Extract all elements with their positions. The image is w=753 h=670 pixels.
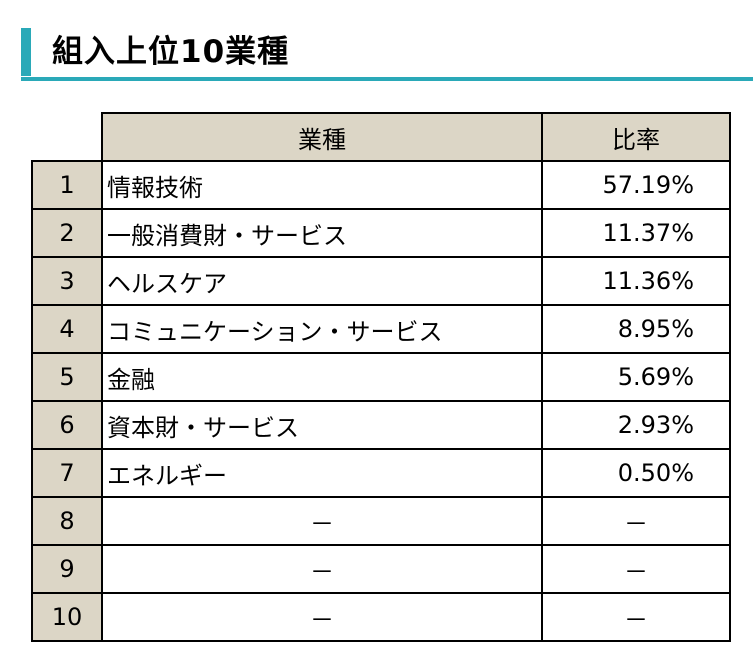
rank-cell: 5 xyxy=(31,352,103,402)
table-row: 9 － － xyxy=(31,544,731,594)
sector-cell: － xyxy=(101,592,543,642)
page-title: 組入上位10業種 xyxy=(52,34,290,70)
rank-cell: 10 xyxy=(31,592,103,642)
header-ratio: 比率 xyxy=(541,112,731,162)
ratio-cell: － xyxy=(541,544,731,594)
ratio-cell: 2.93% xyxy=(541,400,731,450)
table-row: 4 コミュニケーション・サービス 8.95% xyxy=(31,304,731,354)
header-corner xyxy=(32,113,102,161)
sector-cell: 一般消費財・サービス xyxy=(101,208,543,258)
table-header-row: 業種 比率 xyxy=(32,112,731,162)
table-row: 2 一般消費財・サービス 11.37% xyxy=(31,208,731,258)
ratio-cell: － xyxy=(541,496,731,546)
table-row: 8 － － xyxy=(31,496,731,546)
ratio-cell: 57.19% xyxy=(541,160,731,210)
ratio-cell: 8.95% xyxy=(541,304,731,354)
table-row: 5 金融 5.69% xyxy=(31,352,731,402)
sector-cell: 情報技術 xyxy=(101,160,543,210)
ratio-cell: 11.37% xyxy=(541,208,731,258)
table-row: 3 ヘルスケア 11.36% xyxy=(31,256,731,306)
ratio-cell: 0.50% xyxy=(541,448,731,498)
rank-cell: 8 xyxy=(31,496,103,546)
sector-cell: － xyxy=(101,544,543,594)
sector-cell: － xyxy=(101,496,543,546)
ratio-cell: － xyxy=(541,592,731,642)
title-underline xyxy=(21,77,753,81)
rank-cell: 2 xyxy=(31,208,103,258)
sector-cell: コミュニケーション・サービス xyxy=(101,304,543,354)
sector-table: 業種 比率 1 情報技術 57.19% 2 一般消費財・サービス 11.37% … xyxy=(31,112,731,642)
sector-cell: エネルギー xyxy=(101,448,543,498)
table-row: 7 エネルギー 0.50% xyxy=(31,448,731,498)
header-sector: 業種 xyxy=(101,112,543,162)
table-row: 10 － － xyxy=(31,592,731,642)
ratio-cell: 5.69% xyxy=(541,352,731,402)
table-row: 6 資本財・サービス 2.93% xyxy=(31,400,731,450)
rank-cell: 9 xyxy=(31,544,103,594)
title-accent-bar xyxy=(21,28,31,76)
rank-cell: 1 xyxy=(31,160,103,210)
rank-cell: 7 xyxy=(31,448,103,498)
rank-cell: 3 xyxy=(31,256,103,306)
sector-cell: 資本財・サービス xyxy=(101,400,543,450)
sector-cell: 金融 xyxy=(101,352,543,402)
rank-cell: 6 xyxy=(31,400,103,450)
title-bar: 組入上位10業種 xyxy=(0,28,753,81)
sector-cell: ヘルスケア xyxy=(101,256,543,306)
ratio-cell: 11.36% xyxy=(541,256,731,306)
rank-cell: 4 xyxy=(31,304,103,354)
table-row: 1 情報技術 57.19% xyxy=(31,160,731,210)
